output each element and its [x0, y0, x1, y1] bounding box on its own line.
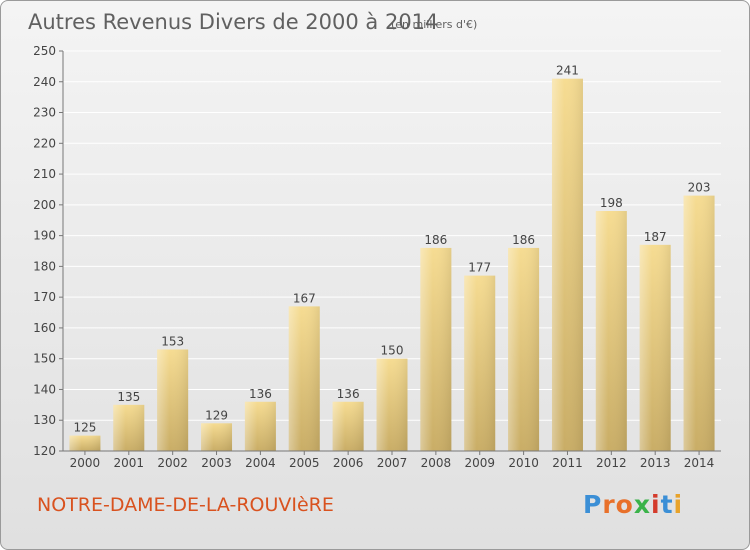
bar-shading: [595, 211, 627, 451]
data-label: 177: [468, 261, 491, 275]
x-tick-label: 2002: [157, 456, 188, 470]
chart-unit: (en milliers d'€): [391, 18, 478, 31]
data-label: 167: [293, 291, 316, 305]
data-label: 135: [117, 390, 140, 404]
logo-letter: i: [673, 490, 684, 519]
data-label: 198: [600, 196, 623, 210]
y-tick-label: 140: [33, 382, 56, 396]
bar-shading: [244, 401, 276, 451]
data-label: 186: [512, 233, 535, 247]
chart-title: Autres Revenus Divers de 2000 à 2014: [28, 10, 439, 34]
x-tick-label: 2011: [552, 456, 583, 470]
data-label: 153: [161, 334, 184, 348]
y-tick-label: 220: [33, 136, 56, 150]
proxiti-logo: Proxiti: [583, 490, 683, 519]
y-tick-label: 160: [33, 321, 56, 335]
x-tick-label: 2012: [596, 456, 627, 470]
x-tick-label: 2008: [421, 456, 452, 470]
x-tick-label: 2003: [201, 456, 232, 470]
x-tick-label: 2000: [70, 456, 101, 470]
location-name: NOTRE-DAME-DE-LA-ROUVIèRE: [37, 494, 334, 516]
y-tick-label: 150: [33, 352, 56, 366]
data-label: 203: [688, 181, 711, 195]
bar-shading: [376, 358, 408, 451]
logo-letter: P: [583, 490, 603, 519]
bar-shading: [69, 435, 101, 451]
x-tick-label: 2006: [333, 456, 364, 470]
bar-shading: [464, 275, 496, 451]
data-label: 125: [73, 421, 96, 435]
data-label: 136: [337, 387, 360, 401]
x-tick-label: 2005: [289, 456, 320, 470]
y-tick-label: 240: [33, 75, 56, 89]
data-label: 186: [424, 233, 447, 247]
logo-letter: r: [602, 490, 616, 519]
bar-shading: [508, 247, 540, 451]
y-tick-label: 230: [33, 106, 56, 120]
y-tick-label: 120: [33, 444, 56, 458]
y-tick-label: 190: [33, 229, 56, 243]
logo-letter: t: [660, 490, 674, 519]
y-tick-label: 250: [33, 44, 56, 58]
bar-shading: [201, 423, 233, 451]
data-label: 129: [205, 408, 228, 422]
x-tick-label: 2001: [114, 456, 145, 470]
x-tick-label: 2009: [464, 456, 495, 470]
x-tick-label: 2013: [640, 456, 671, 470]
bar-shading: [639, 244, 671, 451]
y-tick-label: 170: [33, 290, 56, 304]
x-tick-label: 2007: [377, 456, 408, 470]
bar-shading: [683, 195, 715, 451]
y-tick-label: 200: [33, 198, 56, 212]
data-label: 187: [644, 230, 667, 244]
y-tick-label: 180: [33, 259, 56, 273]
x-tick-label: 2014: [684, 456, 715, 470]
logo-letter: o: [615, 490, 634, 519]
y-tick-label: 210: [33, 167, 56, 181]
bar-shading: [288, 306, 320, 451]
x-tick-label: 2004: [245, 456, 276, 470]
bar-shading: [113, 404, 145, 451]
bar-shading: [420, 247, 452, 451]
data-label: 150: [381, 344, 404, 358]
y-tick-label: 130: [33, 413, 56, 427]
x-tick-label: 2010: [508, 456, 539, 470]
data-label: 241: [556, 64, 579, 78]
logo-letter: x: [633, 490, 651, 519]
logo-letter: i: [651, 490, 661, 519]
bar-shading: [332, 401, 364, 451]
data-label: 136: [249, 387, 272, 401]
bar-shading: [157, 349, 189, 451]
bar-shading: [551, 78, 583, 451]
